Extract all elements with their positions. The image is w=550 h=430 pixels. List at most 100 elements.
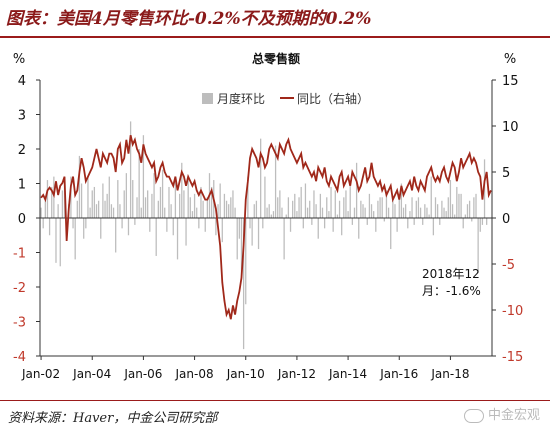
bar [479,218,481,232]
bar [283,218,285,260]
bar [147,190,149,218]
bar [368,193,371,218]
bar [202,200,204,218]
bar [262,218,264,229]
bar [125,173,127,218]
bar [413,218,415,225]
bar [217,204,219,218]
bar [358,218,360,239]
bar [110,204,113,218]
bar [296,211,298,218]
bar [206,197,209,218]
bar [172,218,174,236]
bar [183,190,185,218]
bar [215,218,217,236]
bar [40,207,42,218]
bar [375,218,377,232]
bar [336,214,339,218]
bar [232,190,234,218]
bar [309,200,311,218]
bar [225,200,228,218]
bar [44,200,46,218]
right-tick-label: 10 [502,120,519,135]
figure-title: 图表：美国4月零售环比-0.2%不及预期的0.2% [6,9,372,29]
bar [381,197,383,218]
bar [245,218,247,305]
x-tick-label: Jan-06 [123,367,162,381]
bar [439,218,441,225]
bar [185,218,187,246]
bar [377,200,379,218]
title-divider [0,36,550,38]
bar [189,197,191,218]
bar [343,197,345,218]
bar [274,145,277,218]
right-tick-label: 15 [502,74,519,89]
bar [74,218,76,260]
bar [462,218,464,229]
bar [144,197,147,218]
left-tick-label: 1 [18,178,26,193]
bar [138,149,140,218]
bar [264,176,266,218]
bar [481,218,484,225]
bar [106,193,108,218]
bar [155,218,157,256]
bar [390,218,392,250]
bar [319,193,322,218]
x-tick-label: Jan-08 [175,367,214,381]
bar [300,186,302,218]
bar [119,204,121,218]
bar [428,214,430,218]
bar [93,186,96,218]
bar [360,200,362,218]
bar [61,190,64,218]
bar [385,190,388,218]
bar [477,218,479,274]
bar [129,121,132,218]
left-tick-label: -4 [13,350,26,365]
bar [100,218,102,239]
bar [434,197,437,218]
bar [161,169,164,218]
bar [326,197,328,218]
bar [164,207,166,218]
bar [272,211,275,218]
bar [204,218,206,232]
bar [409,211,411,218]
bar [228,204,230,218]
x-tick-label: Jan-12 [277,367,316,381]
bar [260,138,262,218]
bar [419,207,422,218]
bar [48,218,51,236]
bar [149,218,151,232]
bar [266,207,268,218]
bar [142,135,145,218]
bar [458,193,460,218]
bar [247,176,249,218]
bar [121,218,123,229]
x-tick-label: Jan-10 [226,367,265,381]
bar [97,200,100,218]
bar [362,204,364,218]
bar [351,218,353,225]
bar [168,186,170,218]
bar [451,204,454,218]
bar [468,200,471,218]
x-tick-label: Jan-14 [328,367,367,381]
bar [170,204,172,218]
bar [240,218,243,281]
wechat-icon [463,408,484,423]
bar [279,190,281,218]
right-tick-label: 0 [502,212,510,227]
bar [46,180,49,218]
legend-bar-swatch [202,93,213,104]
bar [454,214,456,218]
bar [441,200,443,218]
bar [364,207,366,218]
bar [219,183,221,218]
bar [311,218,313,225]
bar [104,200,106,218]
bar [426,207,428,218]
